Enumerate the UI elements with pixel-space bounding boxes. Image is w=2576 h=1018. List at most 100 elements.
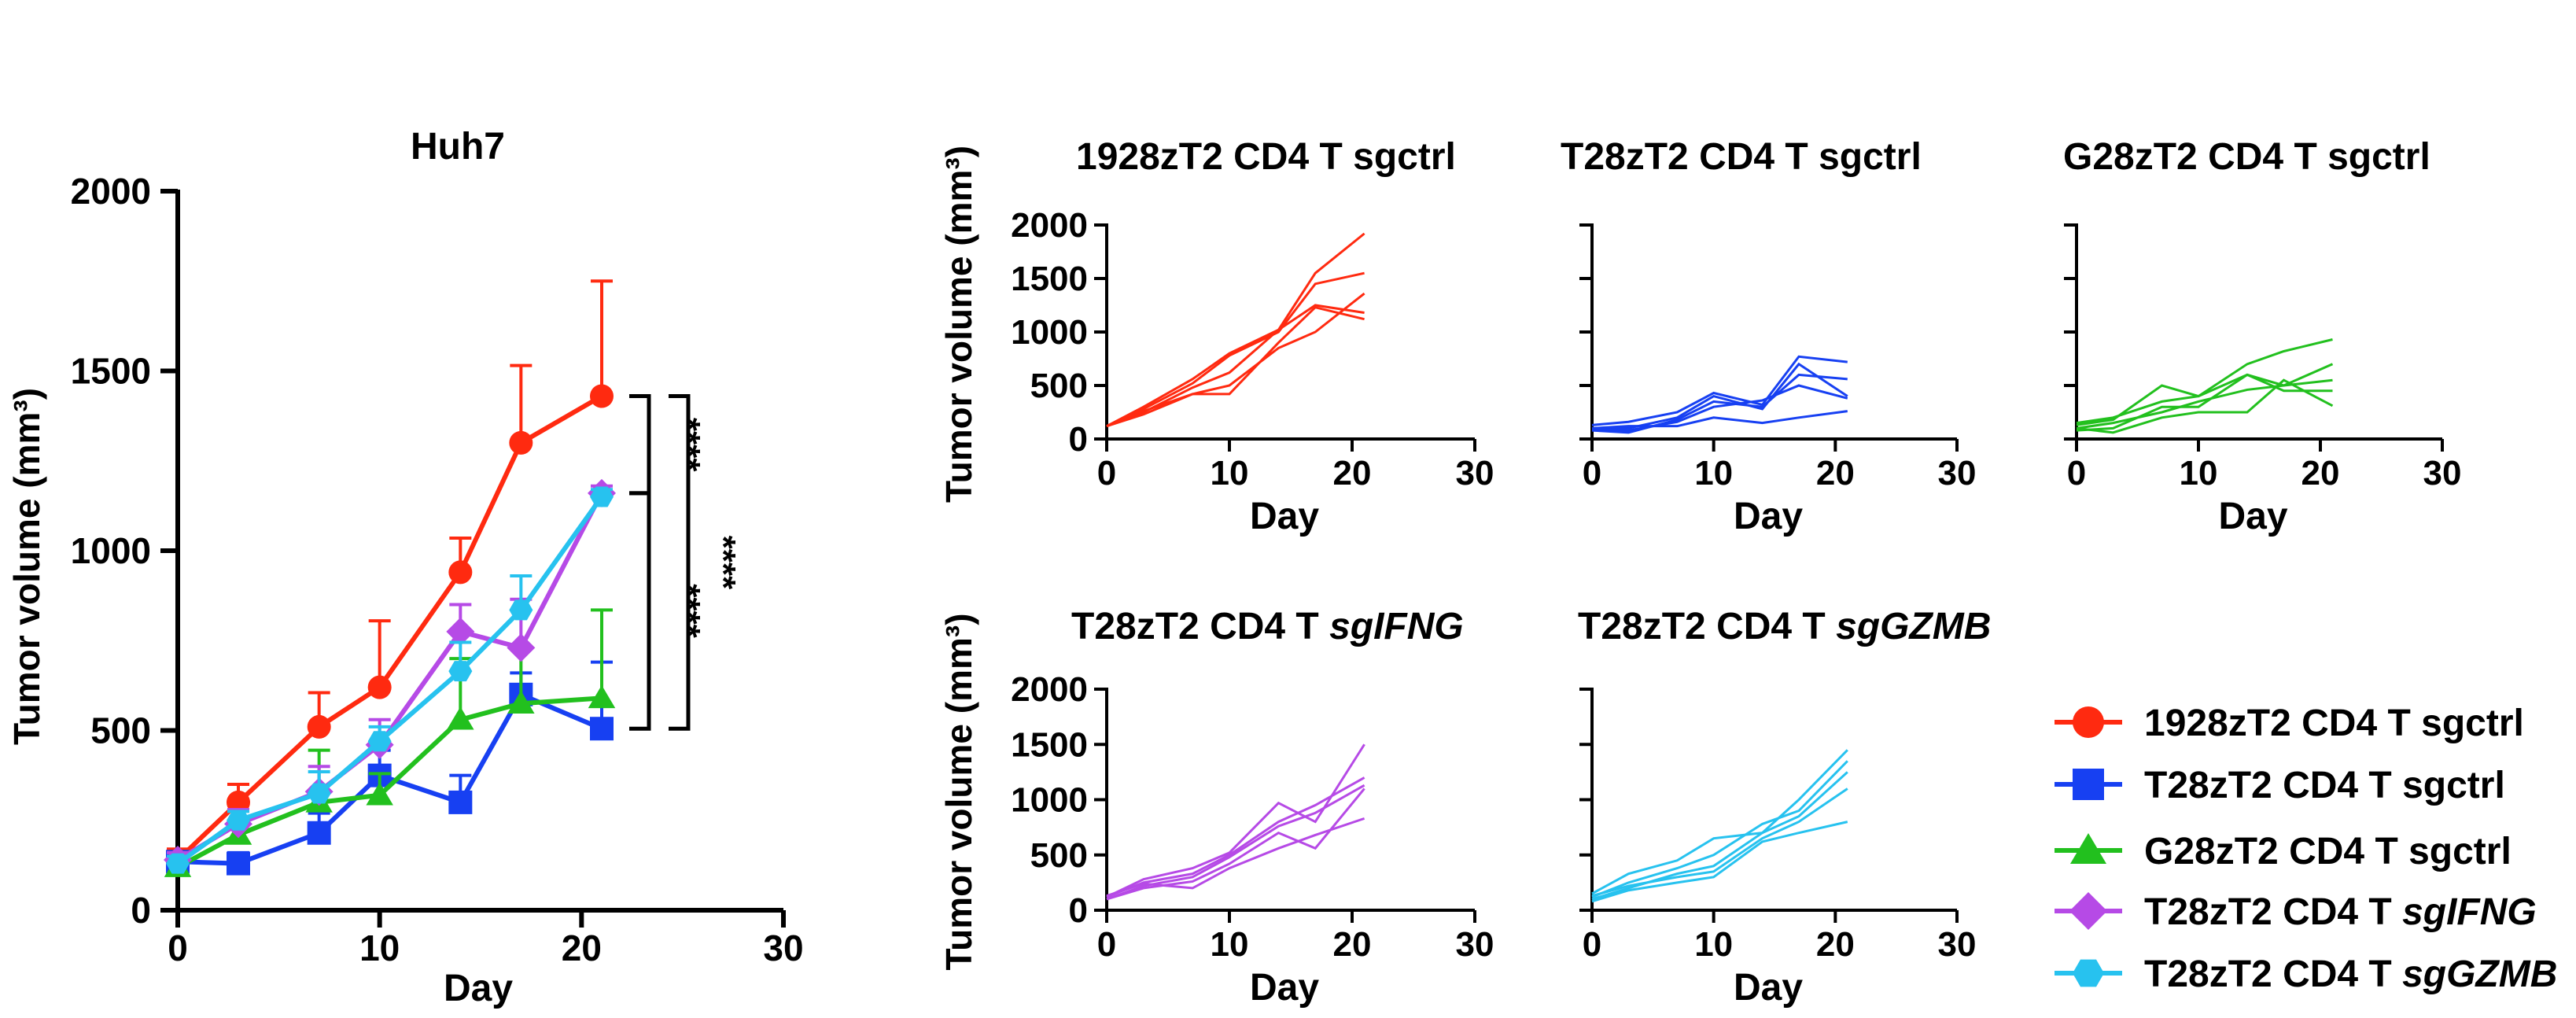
panel-title: G28zT2 CD4 T sgctrl — [2063, 136, 2430, 178]
main-chart-title: Huh7 — [411, 126, 505, 168]
data-point — [367, 675, 392, 699]
main-x-tick-label: 10 — [359, 928, 400, 968]
individual-curve — [1106, 817, 1365, 898]
main-x-tick-label: 30 — [763, 928, 803, 968]
main-x-tick-label: 20 — [562, 928, 602, 968]
panel-x-tick-label: 20 — [1816, 454, 1855, 492]
legend-marker — [2073, 706, 2104, 738]
panel-x-tick-label: 10 — [1211, 925, 1249, 964]
panel-x-tick-label: 0 — [1097, 925, 1116, 964]
panel-x-tick-label: 30 — [1456, 925, 1494, 964]
legend-item-sgctrl_T28: T28zT2 CD4 T sgctrl — [2055, 765, 2505, 806]
data-point — [509, 430, 533, 455]
panel-y-axis-label: Tumor volume (mm³) — [938, 146, 979, 503]
main-x-axis-label: Day — [444, 968, 513, 1009]
main-y-tick-label: 2000 — [71, 171, 151, 212]
data-point — [507, 690, 535, 714]
data-point — [307, 783, 331, 804]
individual-curve — [1106, 232, 1365, 428]
panel-x-tick-label: 30 — [2423, 454, 2462, 492]
individual-curve — [1591, 410, 1848, 430]
panel-y-tick-label: 0 — [1069, 420, 1088, 459]
legend-marker — [2069, 892, 2107, 930]
panel-x-tick-label: 30 — [1938, 454, 1977, 492]
data-point — [307, 714, 331, 739]
panel-sgGZMB: T28zT2 CD4 T sgGZMB 0 10 20 30 Day — [1578, 606, 1991, 1009]
panel-x-axis-label: Day — [1734, 496, 1803, 537]
data-point — [590, 486, 614, 507]
panel-x-tick-label: 10 — [2180, 454, 2218, 492]
data-point — [166, 853, 190, 874]
legend-marker — [2073, 959, 2104, 987]
panel-sgIFNG: T28zT2 CD4 T sgIFNG 0 500 1000 1500 2000 0 10 20… — [938, 606, 1494, 1009]
legend-label-italic: sgGZMB — [2402, 953, 2557, 995]
data-point — [227, 810, 250, 831]
main-y-tick-label: 0 — [131, 890, 151, 931]
panel-x-tick-label: 10 — [1694, 925, 1733, 964]
data-point — [227, 851, 250, 876]
panel-title: T28zT2 CD4 T sgGZMB — [1578, 606, 1991, 647]
significance-bracket — [629, 393, 651, 496]
individual-curve — [1106, 271, 1365, 428]
panel-x-tick-label: 20 — [2301, 454, 2340, 492]
individual-curve — [2076, 373, 2333, 432]
legend-item-sgGZMB: T28zT2 CD4 T sgGZMB — [2055, 953, 2557, 995]
legend-item-sgctrl_1928: 1928zT2 CD4 T sgctrl — [2055, 703, 2524, 744]
legend-label-italic: sgIFNG — [2402, 891, 2537, 933]
panel-x-tick-label: 10 — [1694, 454, 1733, 492]
series-line — [175, 393, 603, 862]
legend-label: G28zT2 CD4 T sgctrl — [2144, 831, 2512, 872]
data-point — [507, 633, 536, 662]
data-point — [509, 599, 533, 621]
data-point — [366, 782, 393, 806]
individual-curve — [1106, 787, 1365, 901]
panel-y-tick-label: 1000 — [1011, 781, 1088, 820]
individual-curve — [1106, 306, 1365, 428]
data-point — [448, 560, 473, 585]
panel-x-tick-label: 0 — [1583, 925, 1601, 964]
data-point — [446, 617, 475, 646]
legend-marker — [2070, 833, 2106, 864]
legend-marker — [2073, 769, 2104, 800]
panel-y-axis-label: Tumor volume (mm³) — [938, 613, 979, 970]
legend-label: 1928zT2 CD4 T sgctrl — [2144, 703, 2524, 744]
panel-title: 1928zT2 CD4 T sgctrl — [1076, 136, 1456, 178]
main-growth-chart: Huh7 Tumor volume (mm³) 0 500 1000 1500 2000 0 1… — [6, 126, 804, 1009]
individual-curve — [1106, 292, 1365, 428]
panel-y-tick-label: 500 — [1030, 836, 1088, 875]
panel-x-tick-label: 0 — [1097, 454, 1116, 492]
individual-curve — [1591, 373, 1848, 434]
panel-x-axis-label: Day — [1250, 496, 1319, 537]
panel-x-tick-label: 0 — [2067, 454, 2086, 492]
significance-bracket — [629, 491, 651, 731]
panel-x-tick-label: 20 — [1816, 925, 1855, 964]
panel-x-axis-label: Day — [2218, 496, 2287, 537]
data-point — [588, 684, 616, 709]
legend-label: T28zT2 CD4 T sgIFNG — [2144, 891, 2537, 933]
legend-label: T28zT2 CD4 T sgctrl — [2144, 765, 2505, 806]
data-point — [448, 661, 473, 682]
individual-curve — [1106, 784, 1365, 901]
main-series-sgGZMB — [166, 486, 614, 874]
individual-curve — [1106, 743, 1365, 898]
data-point — [590, 717, 614, 741]
legend-label: T28zT2 CD4 T sgGZMB — [2144, 953, 2557, 995]
data-point — [447, 706, 474, 730]
panel-x-tick-label: 20 — [1333, 454, 1372, 492]
panel-x-tick-label: 0 — [1583, 454, 1601, 492]
data-point — [307, 821, 331, 845]
panel-title: T28zT2 CD4 T sgIFNG — [1071, 606, 1464, 647]
significance-bracket — [669, 393, 691, 731]
individual-curve — [1591, 771, 1848, 901]
main-y-tick-label: 1000 — [71, 530, 151, 571]
panel-y-tick-label: 1500 — [1011, 260, 1088, 298]
legend-item-sgIFNG: T28zT2 CD4 T sgIFNG — [2055, 891, 2537, 933]
panel-sgctrl_1928: 1928zT2 CD4 T sgctrl 0 500 1000 1500 2000 0 10 2… — [938, 136, 1494, 537]
data-point — [367, 731, 392, 752]
significance-label: **** — [704, 536, 743, 590]
data-point — [590, 384, 614, 408]
legend-item-sgctrl_G28: G28zT2 CD4 T sgctrl — [2055, 831, 2512, 872]
panel-y-tick-label: 0 — [1069, 891, 1088, 930]
